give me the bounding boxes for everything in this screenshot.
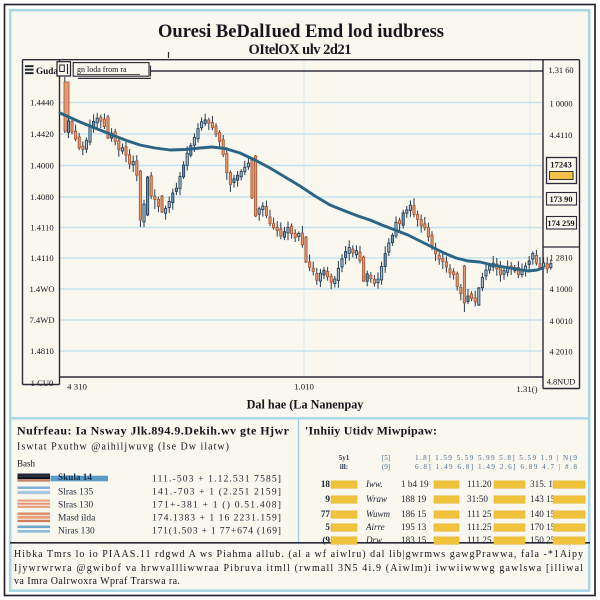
svg-text:Wuwm: Wuwm	[366, 509, 391, 519]
svg-text:Dal hae (La Nanenpay: Dal hae (La Nanenpay	[247, 398, 364, 412]
svg-text:174 259: 174 259	[547, 219, 574, 228]
svg-text:1.4440: 1.4440	[30, 98, 54, 108]
svg-text:9: 9	[325, 494, 330, 504]
svg-text:1.31 60: 1.31 60	[548, 66, 573, 75]
svg-text:173 90: 173 90	[549, 195, 572, 204]
svg-text:'Inhiiy Utidv Miwpipaw:: 'Inhiiy Utidv Miwpipaw:	[305, 424, 437, 438]
svg-text:4 2010: 4 2010	[549, 348, 572, 357]
svg-text:Iswtat Pxuthw @aihiljwuvg (Ise: Iswtat Pxuthw @aihiljwuvg (Ise Dw ilatw)	[17, 442, 229, 453]
svg-text:[5]: [5]	[382, 454, 390, 462]
svg-text:6.8] 1.49 6.8] 1.49 2.6]: 6.8] 1.49 6.8] 1.49 2.6] 6.89 4.7 | #.8	[415, 463, 577, 471]
svg-text:va Imra Oalrwoxra Wpraf Trarsw: va Imra Oalrwoxra Wpraf Trarswa ra.	[14, 576, 180, 587]
svg-text:OItelOX ulv 2d21: OItelOX ulv 2d21	[249, 42, 352, 58]
svg-text:1.4420: 1.4420	[30, 129, 54, 139]
svg-text:4.8NUD: 4.8NUD	[547, 378, 576, 387]
svg-text:(9]: (9]	[382, 463, 390, 471]
svg-text:Niras 130: Niras 130	[58, 526, 95, 536]
svg-text:Wraw: Wraw	[366, 494, 387, 504]
svg-text:1 b4 19: 1 b4 19	[401, 479, 429, 489]
svg-text:ill:: ill:	[340, 463, 348, 471]
svg-text:171(1.503 + 1 77+674 (169]: 171(1.503 + 1 77+674 (169]	[152, 525, 281, 536]
svg-text:1.4110: 1.4110	[30, 253, 53, 263]
svg-text:17243: 17243	[550, 160, 571, 170]
svg-text:Slras 135: Slras 135	[58, 487, 93, 497]
svg-text:Hibka Tmrs lo io PIAAS.11 rdgw: Hibka Tmrs lo io PIAAS.11 rdgwd A ws Pia…	[14, 549, 583, 560]
svg-text:(9: (9	[322, 535, 330, 545]
svg-text:171+-381 + 1 () 0.51.408]: 171+-381 + 1 () 0.51.408]	[152, 499, 281, 510]
svg-text:4 310: 4 310	[67, 382, 87, 392]
svg-text:111.25: 111.25	[467, 535, 492, 545]
svg-text:195 13: 195 13	[401, 522, 427, 532]
svg-text:gn loda from ra: gn loda from ra	[77, 65, 127, 74]
svg-text:Drw: Drw	[365, 535, 382, 545]
svg-text:315. 10: 315. 10	[530, 479, 558, 489]
svg-text:Masd ilda: Masd ilda	[58, 513, 96, 523]
svg-text:183 15: 183 15	[401, 535, 427, 545]
svg-text:Skula 14: Skula 14	[58, 472, 92, 482]
svg-text:Airre: Airre	[365, 522, 385, 532]
svg-text:4.4110: 4.4110	[550, 131, 573, 140]
svg-text:Slras 130: Slras 130	[58, 500, 93, 510]
svg-text:143 15: 143 15	[530, 494, 556, 504]
svg-text:77: 77	[321, 509, 331, 519]
svg-text:7.4WD: 7.4WD	[29, 315, 54, 325]
svg-text:170 15: 170 15	[530, 522, 556, 532]
svg-text:1.8] 1.59 5.59 5.99 5.8]: 1.8] 1.59 5.59 5.99 5.8] 5.59 1.9 | N(9	[415, 454, 577, 462]
svg-text:188 19: 188 19	[401, 494, 427, 504]
svg-text:5y1: 5y1	[339, 454, 350, 462]
svg-text:111 25: 111 25	[467, 509, 492, 519]
svg-text:4 0010: 4 0010	[549, 317, 572, 326]
svg-text:18: 18	[321, 479, 331, 489]
svg-text:141.-703 + 1 (2.251 2159]: 141.-703 + 1 (2.251 2159]	[152, 486, 281, 497]
svg-text:1.4810: 1.4810	[30, 346, 54, 356]
svg-text:1.4110: 1.4110	[30, 223, 53, 233]
svg-text:4 1000: 4 1000	[549, 285, 572, 294]
svg-text:31:50: 31:50	[467, 494, 488, 504]
svg-text:150 25: 150 25	[530, 535, 556, 545]
svg-text:Ijywrwrwra @gwibof va hrwvalll: Ijywrwrwra @gwibof va hrwvallliwwraa Pib…	[14, 563, 583, 574]
svg-text:5: 5	[325, 522, 330, 532]
svg-text:111.20: 111.20	[467, 479, 492, 489]
svg-text:Bash: Bash	[17, 459, 36, 469]
svg-text:1.31(): 1.31()	[516, 384, 537, 394]
svg-text:1.010: 1.010	[294, 382, 314, 392]
svg-text:1 CU0: 1 CU0	[31, 378, 54, 388]
svg-text:1.4080: 1.4080	[30, 192, 54, 202]
svg-text:1.4WO: 1.4WO	[29, 284, 54, 294]
svg-text:Ouresi BeDalIued Emd lod iudbr: Ouresi BeDalIued Emd lod iudbress	[158, 22, 444, 42]
svg-text:Guda: Guda	[36, 66, 58, 76]
svg-text:186 15: 186 15	[401, 509, 427, 519]
svg-text:174.1383 + 1 16 2231.159]: 174.1383 + 1 16 2231.159]	[152, 512, 281, 523]
svg-text:Nufrfeau: Ia Nsway Jlk.894.9.D: Nufrfeau: Ia Nsway Jlk.894.9.Dekih.wv gt…	[17, 424, 290, 438]
svg-text:Iww.: Iww.	[365, 479, 383, 489]
svg-text:1.4000: 1.4000	[30, 161, 54, 171]
svg-text:140 15: 140 15	[530, 509, 556, 519]
svg-text:1 0000: 1 0000	[549, 100, 572, 109]
svg-text:111.25: 111.25	[467, 522, 492, 532]
svg-text:1 2810: 1 2810	[549, 254, 572, 263]
